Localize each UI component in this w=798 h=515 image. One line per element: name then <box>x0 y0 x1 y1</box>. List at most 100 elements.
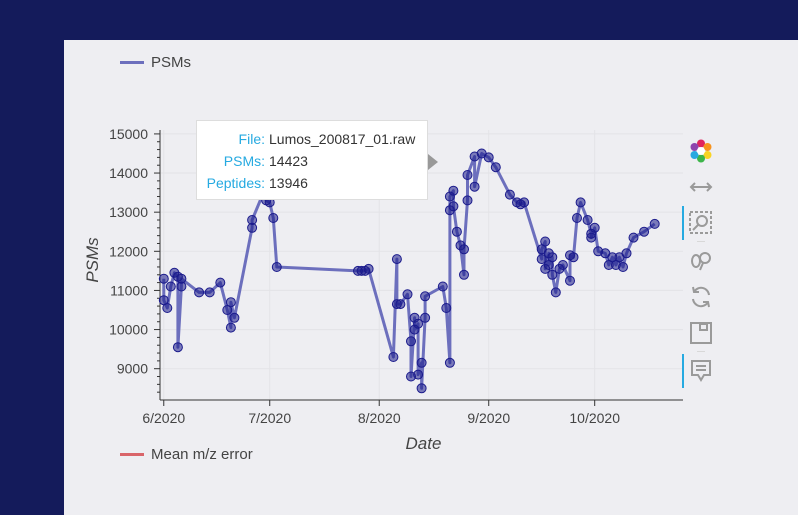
tooltip-key-file: File: <box>238 131 265 147</box>
data-point <box>451 226 462 237</box>
y-tick-label: 14000 <box>109 165 148 181</box>
data-point <box>363 263 374 274</box>
data-point <box>589 222 600 233</box>
toolbar-separator <box>697 241 705 242</box>
data-point <box>618 262 628 272</box>
legend-item-mean-mz-error[interactable]: Mean m/z error <box>120 446 253 463</box>
y-tick-label: 12000 <box>109 243 148 259</box>
data-point <box>649 218 660 229</box>
data-point <box>158 273 169 284</box>
data-point <box>575 197 586 208</box>
data-point <box>448 201 459 212</box>
plot-toolbar <box>682 134 718 394</box>
legend-swatch-mean-mz-error <box>120 453 144 456</box>
data-point <box>420 291 431 302</box>
bokeh-logo-icon[interactable] <box>688 138 714 164</box>
data-point <box>247 215 258 225</box>
y-tick-label: 13000 <box>109 204 148 220</box>
y-axis-label: PSMs <box>83 237 102 283</box>
data-point <box>547 269 558 280</box>
tooltip-row-file: File: Lumos_200817_01.raw <box>197 131 429 151</box>
wheel-zoom-icon[interactable] <box>688 248 714 274</box>
data-point <box>225 322 236 333</box>
legend-swatch-psms <box>120 61 144 64</box>
data-point <box>490 162 501 173</box>
data-point <box>582 215 593 225</box>
x-tick-label: 10/2020 <box>569 410 620 426</box>
data-point <box>437 281 448 292</box>
data-point <box>639 226 650 237</box>
data-point <box>462 195 473 206</box>
plot-panel <box>64 40 798 515</box>
data-point <box>459 244 469 255</box>
data-point <box>536 254 547 265</box>
tooltip-value-psms: 14423 <box>269 153 308 169</box>
tooltip-key-peptides: Peptides: <box>206 175 265 191</box>
data-point <box>402 289 413 300</box>
data-point <box>225 297 236 308</box>
data-point <box>229 312 240 323</box>
reset-icon[interactable] <box>688 284 714 310</box>
x-tick-label: 9/2020 <box>467 410 510 426</box>
tooltip-value-file: Lumos_200817_01.raw <box>269 131 416 147</box>
save-icon[interactable] <box>688 320 714 346</box>
data-point <box>271 262 282 272</box>
data-point <box>416 383 427 394</box>
data-point <box>172 342 183 353</box>
data-point <box>462 170 473 180</box>
tooltip-value-peptides: 13946 <box>269 175 308 191</box>
psms-chart[interactable]: 9000 10000 11000 12000 13000 14000 15000 6/2020… <box>64 40 704 460</box>
tooltip-pointer <box>428 154 438 170</box>
data-point <box>204 287 215 298</box>
hover-icon[interactable] <box>682 354 714 388</box>
data-point <box>483 152 494 163</box>
data-point <box>215 277 226 288</box>
data-point <box>406 336 416 347</box>
data-point <box>621 248 632 259</box>
y-tick-label: 9000 <box>117 361 148 377</box>
axis-ticks: 9000 10000 11000 12000 13000 14000 15000 6/2020… <box>109 126 620 426</box>
toolbar-separator <box>697 351 705 352</box>
data-point <box>586 232 597 243</box>
data-point <box>504 189 515 200</box>
tooltip-key-psms: PSMs: <box>223 153 265 169</box>
data-point <box>416 357 427 368</box>
data-point <box>268 213 279 223</box>
data-point <box>540 236 551 247</box>
y-tick-label: 15000 <box>109 126 148 142</box>
data-point <box>547 252 558 263</box>
data-point <box>459 269 469 280</box>
data-point <box>413 318 424 329</box>
y-tick-label: 11000 <box>110 282 148 298</box>
data-point <box>572 213 582 223</box>
data-point <box>420 312 431 323</box>
legend-label-psms: PSMs <box>151 54 192 71</box>
hover-tooltip: File: Lumos_200817_01.raw PSMs: 14423 Pe… <box>196 120 428 200</box>
data-point <box>176 273 187 284</box>
data-point <box>568 252 579 263</box>
data-point <box>550 287 561 298</box>
data-point <box>165 281 176 292</box>
tooltip-row-peptides: Peptides: 13946 <box>197 175 429 195</box>
x-tick-label: 8/2020 <box>358 410 401 426</box>
data-point <box>162 303 173 313</box>
data-point <box>519 197 530 208</box>
data-point <box>413 369 424 380</box>
x-tick-label: 7/2020 <box>248 410 291 426</box>
box-zoom-icon[interactable] <box>682 206 714 240</box>
y-tick-label: 10000 <box>109 322 148 338</box>
data-point <box>395 299 406 310</box>
data-point <box>628 232 639 243</box>
legend-label-mean-mz-error: Mean m/z error <box>151 446 253 463</box>
data-point <box>194 287 205 298</box>
tooltip-row-psms: PSMs: 14423 <box>197 153 429 173</box>
x-tick-label: 6/2020 <box>142 410 185 426</box>
data-point <box>557 260 568 270</box>
x-axis-label: Date <box>406 434 442 453</box>
data-point <box>388 352 399 362</box>
psms-series-markers <box>158 148 660 394</box>
pan-icon[interactable] <box>688 174 714 200</box>
data-point <box>391 254 402 265</box>
data-point <box>469 181 480 192</box>
legend-item-psms[interactable]: PSMs <box>120 54 191 71</box>
